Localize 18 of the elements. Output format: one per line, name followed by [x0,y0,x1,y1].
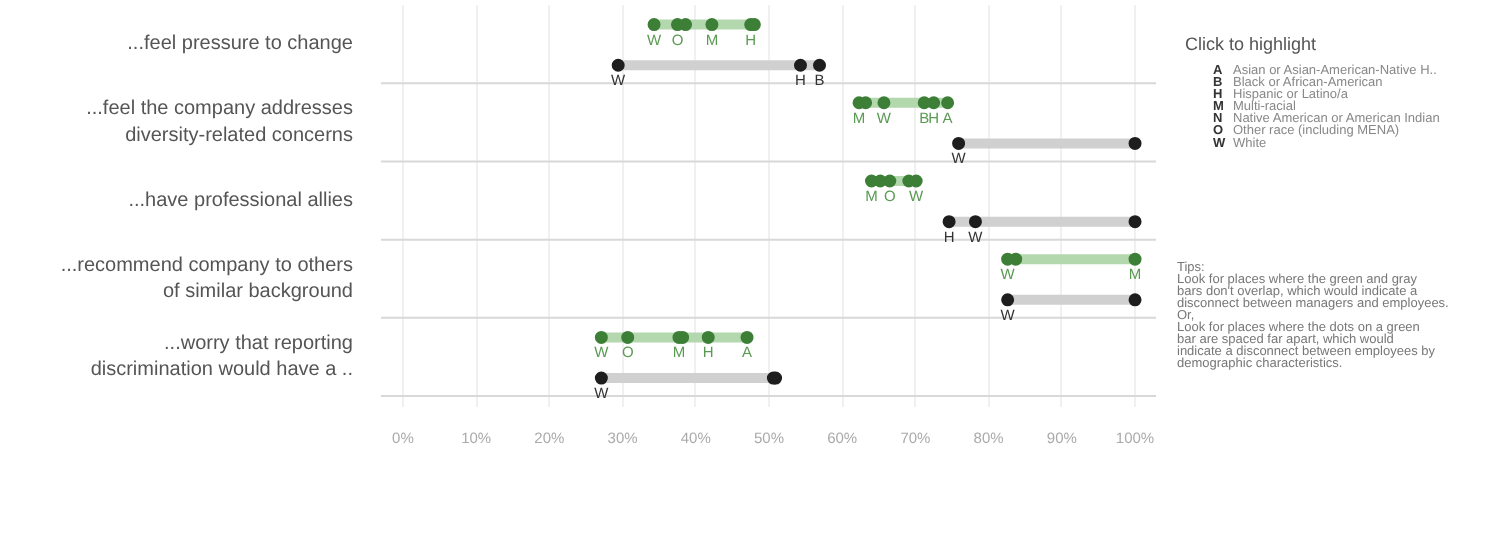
point [701,330,715,344]
point [1009,252,1023,266]
y-tick-label: ...feel pressure to change [127,33,354,56]
legend-title: Click to highlight [1185,34,1318,55]
point [705,18,719,32]
y-tick-label: ...recommend company to others of similar background [60,254,354,303]
point [941,96,955,110]
y-tick-label: ...worry that reporting discrimination would have a .. [90,332,354,382]
point [679,18,693,32]
point [621,330,635,344]
point [647,18,661,32]
point [740,330,754,344]
y-tick-label: ...have professional allies [128,189,354,212]
y-tick-label: ...feel the company addresses diversity-related concerns [86,98,354,147]
point [594,330,608,344]
point [877,96,891,110]
point [917,96,931,110]
point [1128,252,1142,266]
